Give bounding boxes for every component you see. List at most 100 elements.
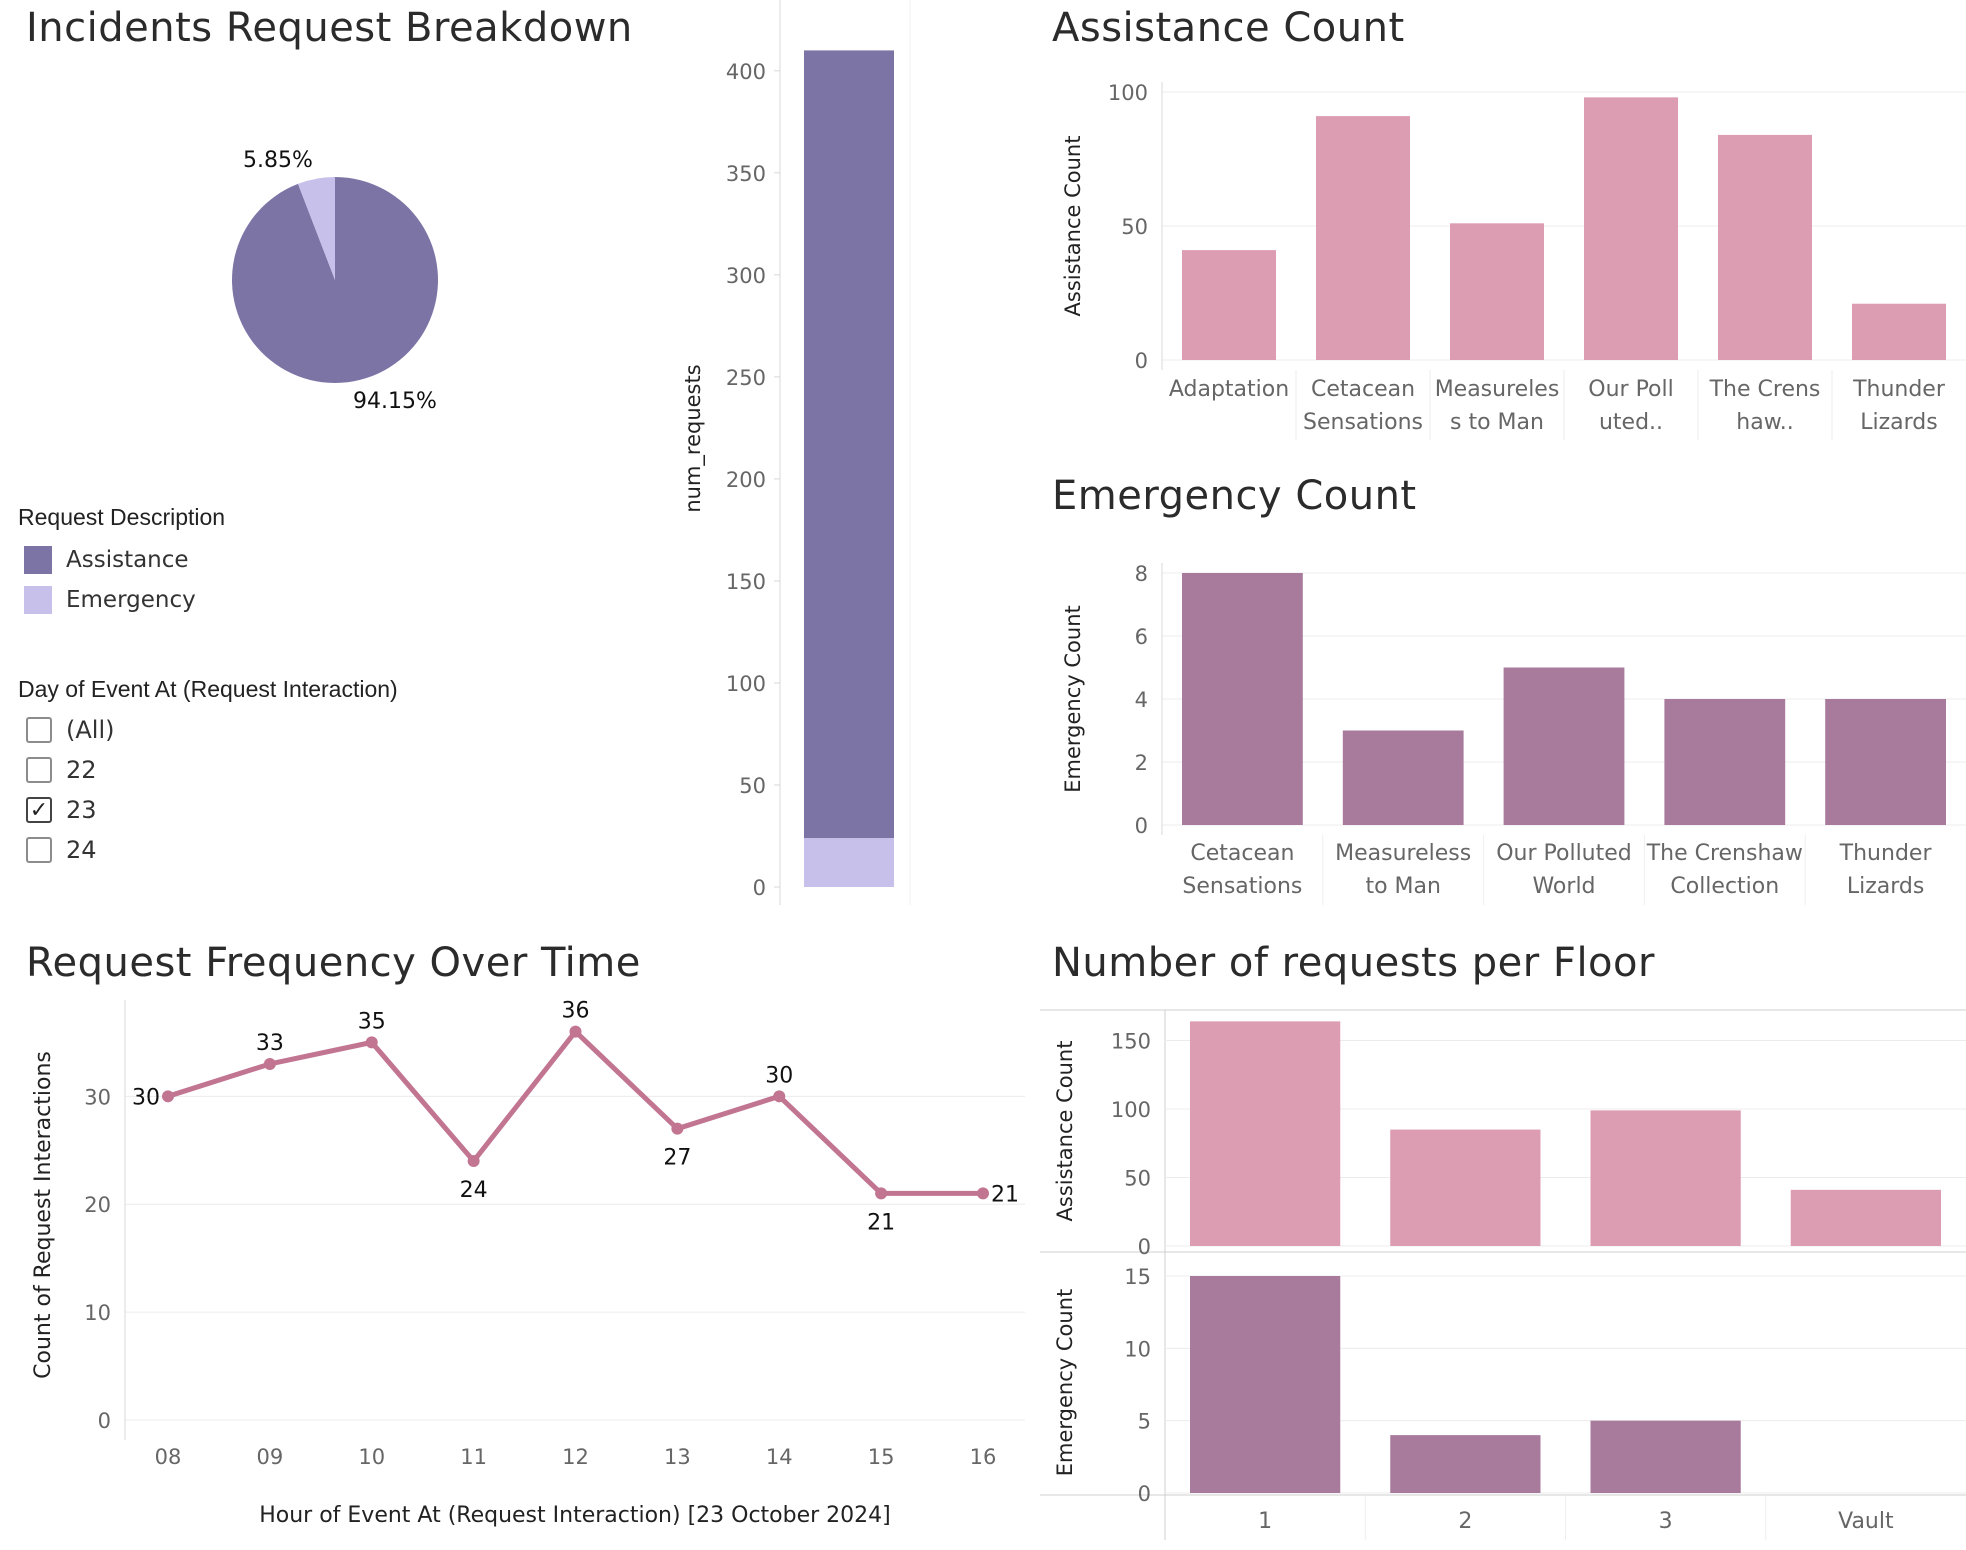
data-point (671, 1122, 684, 1135)
bar-segment-assistance (804, 50, 894, 839)
y-tick-label: 8 (1135, 562, 1148, 586)
x-tick-label: s to Man (1450, 410, 1544, 435)
pie-slice-emergency (297, 177, 335, 280)
checkbox[interactable] (26, 757, 52, 783)
data-label: 30 (132, 1085, 160, 1110)
bar (1390, 1435, 1541, 1493)
data-point (977, 1187, 989, 1200)
x-tick-label: Vault (1838, 1509, 1894, 1534)
legend-item-assistance[interactable]: Assistance (24, 546, 189, 574)
x-tick-label: Cetacean (1190, 841, 1294, 866)
bar (1590, 1110, 1741, 1246)
legend-label: Emergency (66, 587, 196, 613)
y-tick-label: 0 (1135, 814, 1148, 838)
y-tick-label: 300 (726, 264, 766, 288)
y-axis-label: Emergency Count (1053, 1289, 1077, 1476)
y-tick-label: 30 (84, 1085, 111, 1109)
y-axis-label: Assistance Count (1053, 1041, 1077, 1222)
filter-option-label: 22 (66, 756, 97, 784)
x-tick-label: Thunder (1852, 377, 1946, 402)
x-tick-label: 12 (562, 1445, 589, 1469)
x-tick-label: Sensations (1182, 874, 1302, 899)
y-tick-label: 50 (1121, 215, 1148, 239)
filter-option-all[interactable]: (All) (26, 716, 114, 744)
y-tick-label: 0 (1135, 349, 1148, 373)
y-axis-label: num_requests (681, 364, 706, 512)
y-tick-label: 400 (726, 60, 766, 84)
assistance-bar-chart[interactable]: 0 50 100 Assistance Count Adaptation Cetacean… (1050, 60, 1966, 450)
x-tick-label: 13 (664, 1445, 691, 1469)
assistance-title: Assistance Count (1052, 5, 1405, 51)
data-label: 24 (460, 1178, 488, 1203)
x-tick-label: Lizards (1860, 410, 1937, 435)
x-tick-label: 10 (358, 1445, 385, 1469)
emergency-bar-chart[interactable]: 0 2 4 6 8 Emergency Count Cetacean Sensations Me… (1050, 540, 1966, 910)
bar (1190, 1021, 1341, 1246)
x-tick-label: 16 (970, 1445, 997, 1469)
floor-bar-chart[interactable]: 0 50 100 150 Assistance Count 0 5 10 15 Emergency… (1040, 1000, 1966, 1545)
pie-chart[interactable]: 94.15% 5.85% (200, 130, 500, 440)
legend-swatch-assistance (24, 546, 52, 574)
bar-segment-emergency (804, 838, 894, 887)
x-tick-label: Thunder (1839, 841, 1933, 866)
y-tick-label: 150 (726, 570, 766, 594)
bar (1664, 699, 1786, 825)
filter-option-22[interactable]: 22 (26, 756, 97, 784)
bar (1390, 1129, 1541, 1246)
data-point (162, 1090, 174, 1103)
bar (1190, 1276, 1341, 1493)
data-point (773, 1090, 786, 1103)
x-tick-label: Collection (1670, 874, 1779, 899)
floor-title: Number of requests per Floor (1052, 940, 1655, 986)
bar (1718, 134, 1812, 360)
data-point (467, 1155, 480, 1168)
x-tick-label: Our Polluted (1496, 841, 1632, 866)
x-tick-label: Lizards (1847, 874, 1924, 899)
x-tick-label: Measureless (1335, 841, 1471, 866)
y-tick-label: 10 (1124, 1337, 1151, 1361)
stacked-bar-chart[interactable]: 0 50 100 150 200 250 300 350 400 num_requests (670, 0, 920, 915)
bar (1852, 303, 1946, 360)
data-label: 30 (765, 1063, 793, 1088)
x-tick-label: World (1532, 874, 1595, 899)
bar (1790, 1189, 1941, 1246)
legend-item-emergency[interactable]: Emergency (24, 586, 196, 614)
legend-label: Assistance (66, 547, 189, 573)
x-tick-label: 11 (460, 1445, 487, 1469)
pie-data-label: 94.15% (353, 389, 437, 414)
x-tick-label: Measureles (1435, 377, 1560, 402)
data-point (875, 1187, 888, 1200)
y-tick-label: 5 (1138, 1410, 1151, 1434)
frequency-title: Request Frequency Over Time (26, 940, 641, 986)
bar (1342, 730, 1464, 825)
filter-option-23[interactable]: ✓ 23 (26, 796, 97, 824)
data-label: 27 (663, 1146, 691, 1171)
y-tick-label: 2 (1135, 751, 1148, 775)
y-tick-label: 100 (726, 672, 766, 696)
x-tick-label: haw.. (1736, 410, 1793, 435)
x-tick-label: Adaptation (1169, 377, 1289, 402)
checkbox[interactable] (26, 837, 52, 863)
legend-swatch-emergency (24, 586, 52, 614)
x-tick-label: The Crenshaw (1646, 841, 1803, 866)
y-tick-label: 6 (1135, 625, 1148, 649)
x-tick-label: 3 (1659, 1509, 1673, 1534)
line-chart[interactable]: 0 10 20 30 08 09 10 11 12 13 14 15 16 Hour of Event A… (20, 1000, 1030, 1540)
y-tick-label: 100 (1108, 81, 1148, 105)
pie-data-label: 5.85% (243, 148, 313, 173)
x-tick-label: Cetacean (1311, 377, 1415, 402)
checkbox-checked[interactable]: ✓ (26, 797, 52, 823)
y-tick-label: 350 (726, 162, 766, 186)
filter-title: Day of Event At (Request Interaction) (18, 676, 398, 702)
x-tick-label: Our Poll (1588, 377, 1673, 402)
y-tick-label: 50 (739, 774, 766, 798)
checkbox[interactable] (26, 717, 52, 743)
bar (1584, 97, 1678, 361)
series-line (167, 1029, 983, 1196)
y-tick-label: 0 (1138, 1482, 1151, 1506)
filter-option-24[interactable]: 24 (26, 836, 97, 864)
data-label: 36 (562, 1000, 590, 1024)
legend-title: Request Description (18, 504, 226, 530)
pie-slice-assistance (231, 177, 438, 384)
emergency-title: Emergency Count (1052, 473, 1417, 519)
